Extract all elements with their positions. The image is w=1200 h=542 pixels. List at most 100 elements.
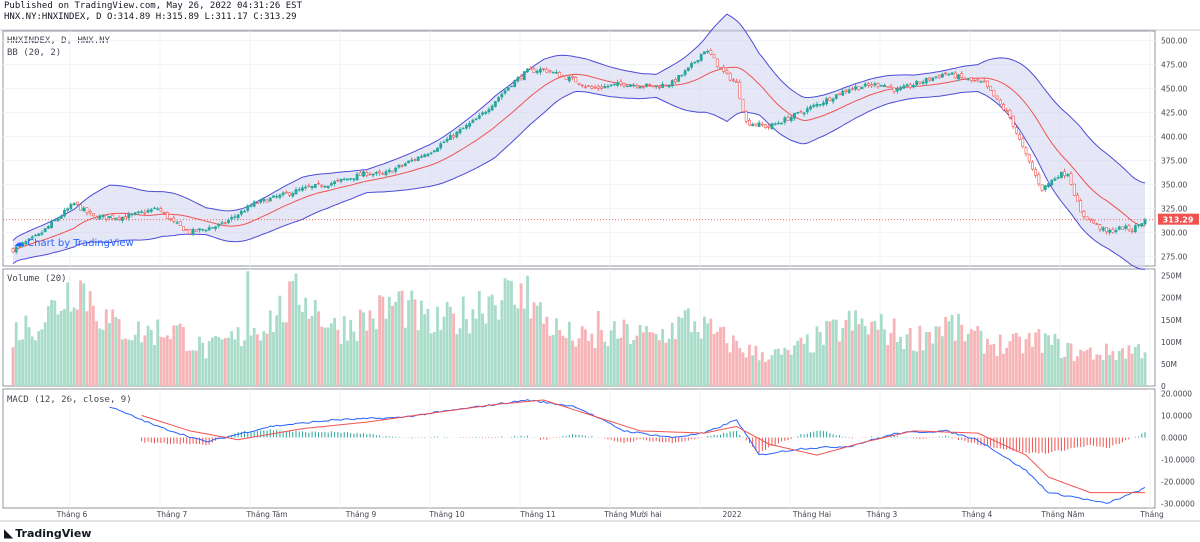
volume-bar <box>876 329 880 386</box>
tradingview-watermark[interactable]: ☁ Chart by TradingView <box>14 238 134 249</box>
volume-bar <box>204 358 208 386</box>
volume-bar <box>776 348 780 386</box>
candle-body <box>641 86 645 88</box>
volume-bar <box>905 334 909 386</box>
candle-body <box>101 214 105 217</box>
candles <box>11 48 1147 255</box>
tradingview-logo[interactable]: ◣ TradingView <box>4 526 91 540</box>
price-tick-label: 300.00 <box>1161 228 1187 237</box>
volume-bars <box>11 271 1147 386</box>
candle-body <box>683 70 687 75</box>
ohlc-line: HNX.NY:HNXINDEX, D O:314.89 H:315.89 L:3… <box>4 12 297 22</box>
volume-bar <box>860 318 864 386</box>
volume-bar <box>220 339 224 386</box>
volume-bar <box>1069 343 1073 386</box>
candle-body <box>503 90 507 94</box>
volume-bar <box>458 328 462 386</box>
volume-bar <box>1037 329 1041 386</box>
volume-bar <box>1066 342 1070 386</box>
candle-body <box>220 222 224 224</box>
candle-body <box>831 98 835 102</box>
candle-body <box>957 74 960 80</box>
candle-body <box>612 83 616 86</box>
candle-body <box>741 99 745 112</box>
volume-bar <box>619 337 623 386</box>
volume-bar <box>1085 349 1089 386</box>
volume-bar <box>645 325 648 386</box>
volume-bar <box>670 322 674 386</box>
candle-body <box>1085 216 1089 221</box>
candle-body <box>657 86 661 89</box>
volume-bar <box>297 304 301 386</box>
volume-bar <box>1079 349 1083 386</box>
volume-bar <box>66 282 70 386</box>
price-tick-label: 275.00 <box>1161 252 1187 261</box>
panel-border <box>2 30 1156 267</box>
candle-body <box>912 85 915 88</box>
candle-body <box>420 156 423 158</box>
candle-body <box>883 85 886 88</box>
candle-body <box>259 199 263 203</box>
volume-bar <box>471 309 475 386</box>
candle-body <box>40 232 44 235</box>
candle-body <box>635 84 639 88</box>
x-axis-label: Tháng 11 <box>519 510 556 519</box>
bb-legend[interactable]: BB (20, 2) <box>7 48 62 58</box>
volume-bar <box>346 340 349 386</box>
candle-body <box>114 217 118 220</box>
volume-bar <box>259 340 263 386</box>
candle-body <box>632 84 636 87</box>
volume-legend[interactable]: Volume (20) <box>7 274 67 284</box>
volume-bar <box>1059 357 1063 386</box>
volume-bar <box>178 323 182 386</box>
candle-body <box>571 76 574 79</box>
candle-body <box>1040 184 1044 192</box>
candle-body <box>558 72 562 78</box>
volume-bar <box>223 338 227 386</box>
volume-bar <box>558 330 562 386</box>
volume-bar <box>564 337 568 386</box>
candle-body <box>969 77 973 81</box>
volume-bar <box>950 314 954 386</box>
volume-bar <box>638 324 642 386</box>
volume-bar <box>969 329 973 386</box>
volume-bar <box>368 310 372 386</box>
volume-bar <box>510 281 513 386</box>
candle-body <box>378 171 382 174</box>
volume-bar <box>1140 358 1144 386</box>
volume-bar <box>664 342 668 386</box>
candle-body <box>757 122 761 127</box>
candle-body <box>1021 138 1025 147</box>
candle-body <box>1079 200 1083 213</box>
volume-bar <box>606 346 610 386</box>
volume-bar <box>198 336 201 386</box>
candle-body <box>11 248 15 253</box>
macd-legend[interactable]: MACD (12, 26, close, 9) <box>7 395 132 405</box>
volume-bar <box>555 318 558 386</box>
volume-bar <box>940 336 944 386</box>
candle-body <box>230 217 234 220</box>
candle-body <box>95 216 99 220</box>
volume-bar <box>789 354 793 386</box>
candle-body <box>915 80 919 86</box>
volume-bar <box>1114 359 1118 386</box>
macd-tick-label: -30.0000 <box>1161 500 1195 509</box>
candle-body <box>799 111 803 114</box>
candle-body <box>59 215 63 219</box>
candle-body <box>320 184 324 187</box>
volume-bar <box>1105 343 1108 386</box>
volume-bar <box>677 316 681 386</box>
x-axis-label: 2022 <box>722 510 741 519</box>
candle-body <box>204 229 208 232</box>
candle-body <box>198 228 201 231</box>
macd-line <box>109 399 1146 504</box>
candle-body <box>1072 183 1076 196</box>
volume-bar <box>741 352 745 386</box>
signal-line <box>141 399 1145 494</box>
x-axis-label: Tháng 9 <box>345 510 377 519</box>
volume-bar <box>24 315 28 386</box>
volume-bar <box>423 314 427 386</box>
candle-body <box>593 86 597 89</box>
candle-body <box>648 84 652 86</box>
